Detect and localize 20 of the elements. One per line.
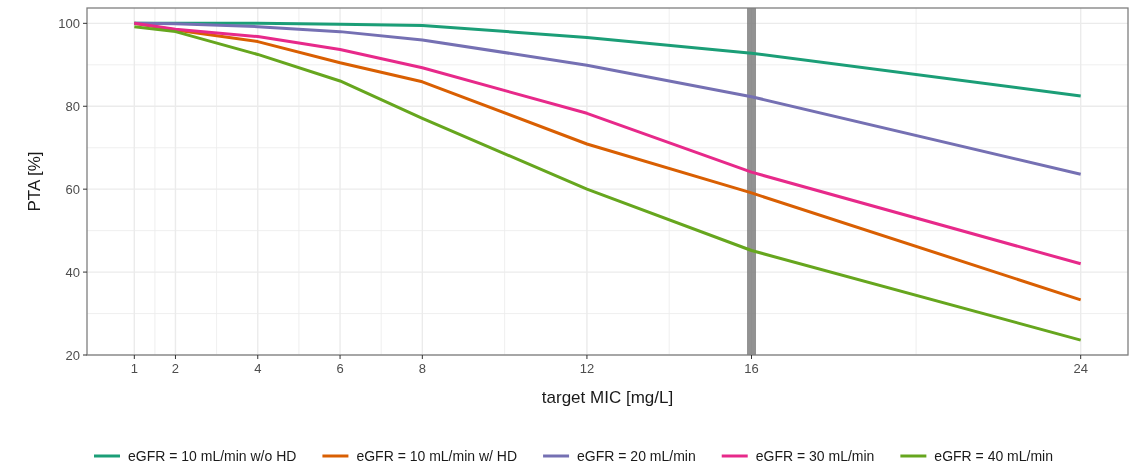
legend-label: eGFR = 10 mL/min w/ HD xyxy=(356,447,518,464)
legend-label: eGFR = 10 mL/min w/o HD xyxy=(127,447,297,464)
x-tick-label: 16 xyxy=(744,361,759,376)
x-tick-label: 2 xyxy=(171,361,180,376)
x-tick-label: 12 xyxy=(579,361,595,376)
y-tick-label: 60 xyxy=(65,181,80,197)
y-tick-label: 20 xyxy=(65,347,80,363)
x-axis-title: target MIC [mg/L] xyxy=(541,388,674,407)
legend-label: eGFR = 30 mL/min xyxy=(755,447,875,464)
x-tick-label: 6 xyxy=(336,361,344,376)
x-tick-label: 1 xyxy=(130,361,138,376)
legend-label: eGFR = 20 mL/min xyxy=(577,447,696,464)
y-tick-label: 80 xyxy=(65,98,80,114)
y-tick-label: 40 xyxy=(65,264,80,280)
x-tick-label: 4 xyxy=(254,361,262,376)
legend-label: eGFR = 40 mL/min xyxy=(934,447,1054,464)
y-axis-title: PTA [%] xyxy=(25,151,44,212)
x-tick-label: 24 xyxy=(1073,361,1088,376)
y-tick-label: 100 xyxy=(58,15,80,31)
x-tick-label: 8 xyxy=(418,361,426,376)
